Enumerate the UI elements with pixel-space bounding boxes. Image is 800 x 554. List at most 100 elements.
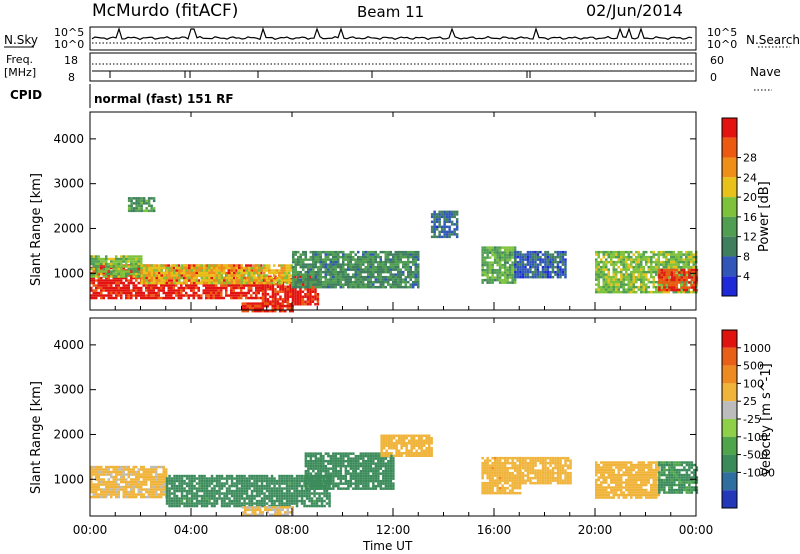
heatmap-cell: [347, 263, 350, 266]
heatmap-cell: [632, 268, 635, 271]
heatmap-cell: [304, 484, 308, 488]
heatmap-cell: [235, 296, 238, 300]
heatmap-cell: [675, 255, 678, 259]
heatmap-cell: [281, 302, 284, 305]
heatmap-cell: [384, 268, 387, 271]
heatmap-cell: [332, 283, 335, 286]
heatmap-cell: [513, 248, 517, 252]
heatmap-cell: [314, 487, 318, 490]
heatmap-cell: [307, 452, 310, 455]
heatmap-cell: [112, 480, 115, 484]
heatmap-cell: [291, 304, 294, 308]
heatmap-cell: [212, 294, 215, 297]
heatmap-cell: [402, 260, 405, 264]
heatmap-cell: [501, 271, 504, 274]
heatmap-cell: [288, 504, 291, 508]
heatmap-cell: [357, 265, 360, 269]
heatmap-cell: [203, 477, 206, 480]
heatmap-cell: [508, 268, 512, 272]
heatmap-cell: [556, 263, 560, 266]
heatmap-cell: [153, 274, 156, 277]
heatmap-cell: [280, 274, 283, 277]
heatmap-cell: [228, 492, 231, 495]
heatmap-cell: [667, 275, 670, 279]
heatmap-cell: [412, 280, 415, 284]
heatmap-cell: [162, 465, 165, 469]
heatmap-cell: [652, 268, 655, 271]
heatmap-cell: [319, 459, 323, 463]
heatmap-cell: [261, 307, 264, 310]
heatmap-cell: [122, 495, 125, 499]
heatmap-cell: [531, 258, 535, 261]
heatmap-cell: [170, 281, 173, 285]
heatmap-cell: [329, 253, 332, 256]
heatmap-cell: [302, 268, 305, 271]
heatmap-cell: [152, 475, 155, 479]
heatmap-cell: [256, 302, 259, 305]
heatmap-cell: [640, 290, 643, 294]
heatmap-cell: [493, 256, 497, 259]
heatmap-cell: [280, 474, 284, 478]
heatmap-cell: [693, 283, 696, 287]
heatmap-cell: [377, 253, 380, 256]
heatmap-cell: [635, 268, 638, 271]
heatmap-cell: [322, 477, 325, 480]
heatmap-cell: [544, 253, 547, 256]
heatmap-cell: [142, 493, 145, 496]
heatmap-cell: [278, 474, 281, 478]
heatmap-cell: [379, 278, 382, 281]
heatmap-cell: [662, 263, 665, 266]
heatmap-cell: [280, 494, 284, 498]
heatmap-cell: [297, 275, 300, 279]
heatmap-cell: [97, 294, 100, 297]
heatmap-cell: [632, 283, 635, 286]
heatmap-cell: [228, 264, 231, 267]
heatmap-cell: [534, 275, 537, 279]
heatmap-cell: [253, 274, 256, 277]
heatmap-cell: [147, 284, 150, 287]
heatmap-cell: [529, 275, 532, 279]
heatmap-cell: [122, 465, 125, 469]
heatmap-cell: [670, 258, 673, 261]
heatmap-cell: [280, 497, 284, 500]
heatmap-cell: [685, 278, 689, 282]
heatmap-cell: [294, 273, 297, 276]
heatmap-cell: [170, 487, 174, 490]
heatmap-cell: [682, 265, 685, 269]
heatmap-cell: [324, 472, 328, 475]
heatmap-cell: [100, 276, 103, 280]
heatmap-cell: [275, 497, 279, 500]
heatmap-cell: [309, 472, 313, 475]
heatmap-cell: [110, 465, 113, 469]
heatmap-cell: [359, 285, 362, 289]
heatmap-cell: [309, 250, 312, 254]
heatmap-cell: [90, 275, 93, 278]
heatmap-cell: [503, 266, 507, 269]
heatmap-cell: [607, 275, 610, 279]
heatmap-cell: [268, 477, 271, 480]
heatmap-cell: [352, 474, 355, 478]
heatmap-cell: [357, 255, 360, 259]
heatmap-cell: [554, 273, 557, 276]
heatmap-cell: [402, 273, 405, 276]
heatmap-cell: [290, 279, 293, 282]
heatmap-cell: [685, 250, 688, 254]
heatmap-cell: [655, 288, 658, 291]
heatmap-cell: [105, 488, 108, 491]
heatmap-cell: [443, 220, 446, 224]
heatmap-cell: [203, 502, 206, 505]
heatmap-cell: [397, 283, 400, 286]
heatmap-cell: [92, 260, 95, 263]
heatmap-cell: [213, 281, 216, 285]
heatmap-cell: [627, 283, 630, 286]
heatmap-cell: [127, 270, 130, 273]
heatmap-cell: [145, 483, 148, 486]
heatmap-cell: [260, 484, 264, 488]
heatmap-cell: [519, 268, 522, 271]
heatmap-cell: [680, 271, 684, 274]
heatmap-cell: [670, 265, 673, 269]
heatmap-cell: [250, 492, 254, 495]
heatmap-cell: [162, 289, 165, 292]
heatmap-cell: [317, 268, 320, 271]
heatmap-cell: [688, 271, 691, 274]
